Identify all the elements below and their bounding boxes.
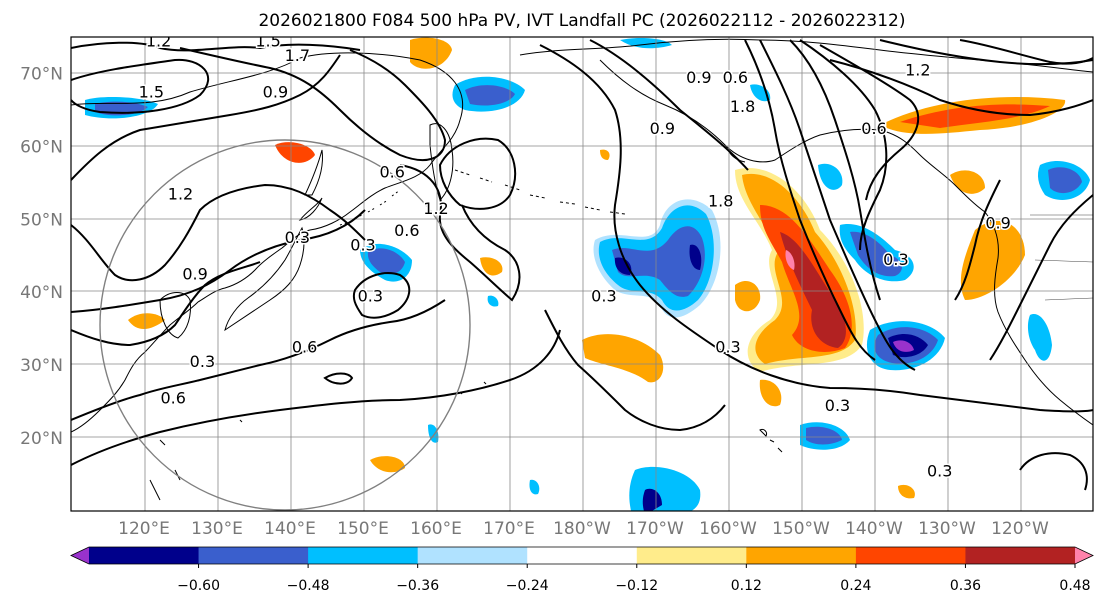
contour-label: 0.3: [591, 287, 616, 306]
contour-label: 0.6: [394, 221, 419, 240]
colorbar-segment: [746, 547, 857, 564]
contour-label: 0.9: [686, 68, 711, 87]
colorbar-tick-label: 0.12: [731, 578, 762, 594]
contour-label: 1.5: [255, 31, 280, 50]
contour-label: 0.6: [160, 389, 185, 408]
lat-label: 70°N: [20, 64, 63, 84]
colorbar-tick-label: −0.36: [396, 578, 439, 594]
lon-label: 120°W: [991, 519, 1049, 539]
contour-label: 1.8: [730, 97, 755, 116]
contour-label: 0.9: [182, 265, 207, 284]
contour-label: 0.3: [927, 462, 952, 481]
colorbar-outline: [70, 546, 1094, 565]
contour-label: 0.3: [883, 250, 908, 269]
contour-label: 1.5: [139, 82, 164, 101]
colorbar-extend-high: [1075, 547, 1093, 564]
lon-label: 150°W: [772, 519, 830, 539]
colorbar-segment: [965, 547, 1076, 564]
colorbar: −0.60 −0.48 −0.36 −0.24 −0.12 0.12 0.24 0.36 0.4…: [70, 546, 1094, 594]
contour-label: 0.9: [650, 119, 675, 138]
lat-label: 50°N: [20, 210, 63, 230]
colorbar-segment: [89, 547, 200, 564]
lat-label: 20°N: [20, 429, 63, 449]
longitude-labels: 120°E 130°E 140°E 150°E 160°E 170°E 180°W 170°W…: [118, 519, 1049, 539]
reference-circle: [99, 139, 471, 511]
latitude-labels: 70°N 60°N 50°N 40°N 30°N 20°N: [20, 64, 63, 449]
contour-label: 1.2: [423, 199, 448, 218]
lon-label: 170°W: [626, 519, 684, 539]
colorbar-tick-label: 0.24: [840, 578, 871, 594]
contour-label: 1.2: [146, 31, 171, 50]
colorbar-tick-label: −0.12: [615, 578, 658, 594]
contour-label: 1.7: [285, 46, 310, 65]
contour-label: 0.3: [190, 352, 215, 371]
colorbar-segment: [855, 547, 966, 564]
lat-label: 60°N: [20, 137, 63, 157]
colorbar-tick-label: 0.48: [1059, 578, 1090, 594]
negative-anomaly-northeast-pacific: [866, 321, 945, 371]
contour-label: 0.9: [985, 214, 1010, 233]
contour-label: 1.8: [708, 192, 733, 211]
colorbar-segment: [198, 547, 309, 564]
lon-label: 180°W: [553, 519, 611, 539]
lon-label: 160°E: [410, 519, 462, 539]
pv-contours: [71, 39, 1093, 491]
map-title: 2026021800 F084 500 hPa PV, IVT Landfall…: [258, 11, 905, 31]
lon-label: 140°E: [264, 519, 316, 539]
lon-label: 120°E: [118, 519, 170, 539]
contour-label: 1.2: [905, 60, 930, 79]
map-area: 1.2 1.51.71.5 0.91.20.90.3 0.30.60.61.20.30…: [71, 31, 1093, 511]
contour-label: 0.6: [292, 338, 317, 357]
contour-label: 0.6: [379, 163, 404, 182]
contour-label: 0.3: [825, 396, 850, 415]
colorbar-tick-label: 0.36: [950, 578, 981, 594]
colorbar-segment: [417, 547, 528, 564]
map-frame: [70, 36, 1094, 512]
colorbar-segment: [636, 547, 747, 564]
contour-label: 0.6: [723, 68, 748, 87]
lat-label: 40°N: [20, 283, 63, 303]
lat-label: 30°N: [20, 356, 63, 376]
lon-label: 150°E: [337, 519, 389, 539]
lon-label: 130°E: [191, 519, 243, 539]
colorbar-tick-label: −0.24: [506, 578, 549, 594]
colorbar-tick-label: −0.60: [177, 578, 220, 594]
contour-label: 0.3: [715, 338, 740, 357]
colorbar-extend-low: [71, 547, 89, 564]
colorbar-segment: [527, 547, 638, 564]
contour-label: 0.9: [263, 82, 288, 101]
lon-label: 130°W: [918, 519, 976, 539]
contour-label: 0.3: [350, 235, 375, 254]
lon-label: 140°W: [845, 519, 903, 539]
contour-labels: 1.2 1.51.71.5 0.91.20.90.3 0.30.60.61.20.30…: [137, 31, 1012, 482]
lon-label: 170°E: [483, 519, 535, 539]
colorbar-segment: [308, 547, 419, 564]
contour-label: 0.3: [285, 228, 310, 247]
colorbar-tick-label: −0.48: [287, 578, 330, 594]
contour-label: 0.3: [358, 287, 383, 306]
contour-label: 1.2: [168, 184, 193, 203]
contour-label: 0.6: [861, 119, 886, 138]
lon-label: 160°W: [699, 519, 757, 539]
shaded-anomalies: [85, 37, 1090, 511]
